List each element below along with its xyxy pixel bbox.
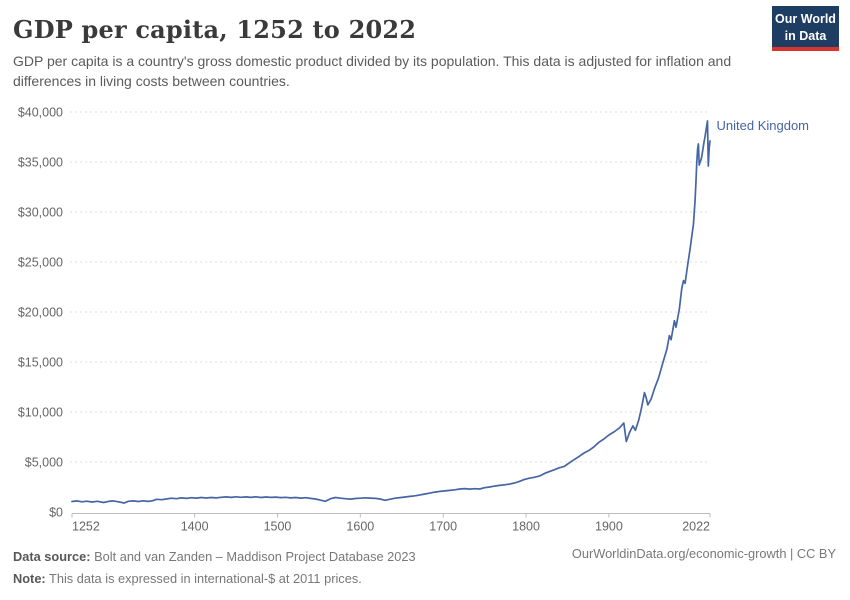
data-source-label: Data source: <box>13 549 91 564</box>
owid-logo-line1: Our World <box>775 12 836 26</box>
note-text: This data is expressed in international-… <box>49 571 362 587</box>
y-axis-tick-label: $10,000 <box>18 406 63 420</box>
series-label: United Kingdom <box>717 118 810 133</box>
y-axis-tick-label: $20,000 <box>18 306 63 320</box>
y-axis-tick-label: $15,000 <box>18 356 63 370</box>
owid-logo-line2: in Data <box>784 28 827 43</box>
chart-subtitle: GDP per capita is a country's gross dome… <box>13 53 732 89</box>
x-axis-tick-label: 1800 <box>512 520 540 534</box>
footer-source-note: Data source: Bolt and van Zanden – Maddi… <box>13 546 416 591</box>
note-line: Note: This data is expressed in internat… <box>13 568 416 590</box>
x-axis-tick-label: 1400 <box>181 520 209 534</box>
x-axis-tick-label: 2022 <box>682 520 710 534</box>
x-axis-tick-label: 1252 <box>72 520 100 534</box>
x-axis-tick-label: 1900 <box>595 520 623 534</box>
y-axis-tick-label: $5,000 <box>25 456 63 470</box>
x-axis-tick-label: 1500 <box>264 520 292 534</box>
y-axis-tick-label: $0 <box>49 506 63 520</box>
series-line-united-kingdom <box>71 120 711 504</box>
note-label: Note: <box>13 571 46 587</box>
y-axis-tick-label: $40,000 <box>18 106 63 120</box>
data-source-text: Bolt and van Zanden – Maddison Project D… <box>94 549 416 564</box>
y-axis-tick-label: $25,000 <box>18 256 63 270</box>
y-axis-tick-label: $30,000 <box>18 206 63 220</box>
owid-logo: Our World in Data <box>772 6 839 51</box>
x-axis-tick-label: 1700 <box>429 520 457 534</box>
attribution: OurWorldinData.org/economic-growth | CC … <box>571 546 836 561</box>
chart-title: GDP per capita, 1252 to 2022 <box>13 15 417 44</box>
x-axis-tick-label: 1600 <box>346 520 374 534</box>
data-source-line: Data source: Bolt and van Zanden – Maddi… <box>13 546 416 568</box>
y-axis-tick-label: $35,000 <box>18 156 63 170</box>
